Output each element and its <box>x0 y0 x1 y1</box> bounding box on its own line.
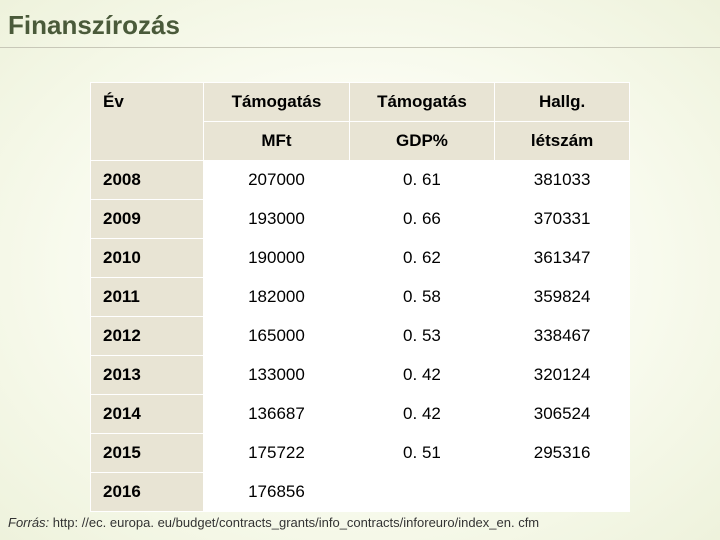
data-cell: 0. 66 <box>349 200 495 239</box>
data-cell: 306524 <box>495 395 630 434</box>
table-row: 20082070000. 61381033 <box>91 161 630 200</box>
header-col-b-bottom: GDP% <box>349 122 495 161</box>
data-cell: 182000 <box>204 278 350 317</box>
source-citation: Forrás: http: //ec. europa. eu/budget/co… <box>8 515 539 530</box>
data-cell: 320124 <box>495 356 630 395</box>
data-cell: 175722 <box>204 434 350 473</box>
data-cell: 338467 <box>495 317 630 356</box>
table-row: 20151757220. 51295316 <box>91 434 630 473</box>
data-cell: 165000 <box>204 317 350 356</box>
source-text: http: //ec. europa. eu/budget/contracts_… <box>49 515 539 530</box>
data-cell: 0. 42 <box>349 356 495 395</box>
table-row: 2016176856 <box>91 473 630 512</box>
data-cell: 295316 <box>495 434 630 473</box>
year-cell: 2008 <box>91 161 204 200</box>
data-cell: 0. 42 <box>349 395 495 434</box>
data-cell: 0. 62 <box>349 239 495 278</box>
year-cell: 2012 <box>91 317 204 356</box>
data-cell: 0. 53 <box>349 317 495 356</box>
funding-table: Év Támogatás Támogatás Hallg. MFt GDP% l… <box>90 82 630 512</box>
data-cell: 370331 <box>495 200 630 239</box>
year-cell: 2015 <box>91 434 204 473</box>
data-cell: 359824 <box>495 278 630 317</box>
data-cell: 190000 <box>204 239 350 278</box>
header-col-a-top: Támogatás <box>204 83 350 122</box>
data-cell <box>495 473 630 512</box>
header-year: Év <box>91 83 204 161</box>
data-cell: 136687 <box>204 395 350 434</box>
data-cell: 176856 <box>204 473 350 512</box>
table-row: 20131330000. 42320124 <box>91 356 630 395</box>
data-cell: 0. 58 <box>349 278 495 317</box>
year-cell: 2010 <box>91 239 204 278</box>
page-title: Finanszírozás <box>0 0 720 48</box>
data-cell: 133000 <box>204 356 350 395</box>
header-col-a-bottom: MFt <box>204 122 350 161</box>
data-cell: 0. 61 <box>349 161 495 200</box>
year-cell: 2009 <box>91 200 204 239</box>
header-col-c-bottom: létszám <box>495 122 630 161</box>
source-label: Forrás: <box>8 515 49 530</box>
table-container: Év Támogatás Támogatás Hallg. MFt GDP% l… <box>90 82 630 512</box>
header-col-b-top: Támogatás <box>349 83 495 122</box>
year-cell: 2016 <box>91 473 204 512</box>
data-cell <box>349 473 495 512</box>
data-cell: 361347 <box>495 239 630 278</box>
table-row: 20101900000. 62361347 <box>91 239 630 278</box>
data-cell: 381033 <box>495 161 630 200</box>
year-cell: 2013 <box>91 356 204 395</box>
data-cell: 193000 <box>204 200 350 239</box>
year-cell: 2014 <box>91 395 204 434</box>
table-row: 20121650000. 53338467 <box>91 317 630 356</box>
data-cell: 207000 <box>204 161 350 200</box>
table-header-row-1: Év Támogatás Támogatás Hallg. <box>91 83 630 122</box>
data-cell: 0. 51 <box>349 434 495 473</box>
table-row: 20091930000. 66370331 <box>91 200 630 239</box>
table-row: 20111820000. 58359824 <box>91 278 630 317</box>
header-col-c-top: Hallg. <box>495 83 630 122</box>
table-row: 20141366870. 42306524 <box>91 395 630 434</box>
year-cell: 2011 <box>91 278 204 317</box>
table-body: 20082070000. 6138103320091930000. 663703… <box>91 161 630 512</box>
